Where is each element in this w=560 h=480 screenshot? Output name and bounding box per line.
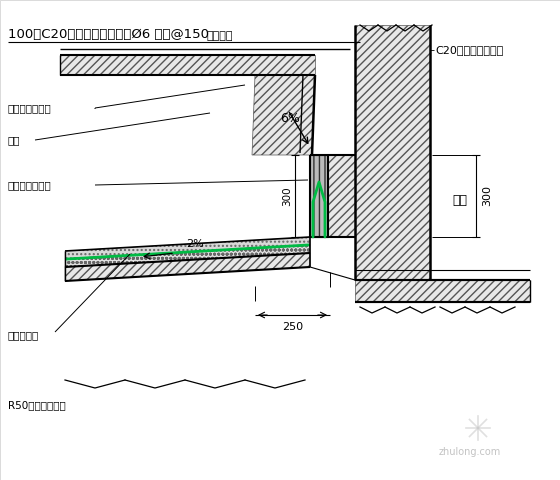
- Text: R50水泥砂浆圆角: R50水泥砂浆圆角: [8, 400, 66, 410]
- Text: 防水砂浆: 防水砂浆: [207, 31, 234, 41]
- Polygon shape: [65, 245, 310, 267]
- Text: 建筑密封胶封口: 建筑密封胶封口: [8, 103, 52, 113]
- Text: 6%: 6%: [280, 111, 300, 124]
- Polygon shape: [355, 280, 530, 302]
- Polygon shape: [328, 155, 355, 237]
- Text: 250: 250: [282, 322, 303, 332]
- Text: 300: 300: [482, 185, 492, 206]
- Polygon shape: [60, 55, 315, 75]
- Text: 滴水: 滴水: [8, 135, 21, 145]
- Text: 室内: 室内: [452, 193, 468, 206]
- Polygon shape: [65, 253, 310, 281]
- Text: 100厚C20现浇钢筋混凝土板Ø6 双向@150: 100厚C20现浇钢筋混凝土板Ø6 双向@150: [8, 28, 209, 41]
- Bar: [310, 155, 328, 237]
- Text: C20现浇钢筋混凝土: C20现浇钢筋混凝土: [435, 45, 503, 55]
- Polygon shape: [65, 237, 310, 259]
- Text: 300: 300: [282, 186, 292, 206]
- Text: zhulong.com: zhulong.com: [439, 447, 501, 457]
- Text: 2%: 2%: [186, 239, 204, 249]
- Text: 防水附加层: 防水附加层: [8, 330, 39, 340]
- Text: 建筑密封胶嵌缝: 建筑密封胶嵌缝: [8, 180, 52, 190]
- Polygon shape: [355, 25, 430, 280]
- Polygon shape: [252, 75, 315, 155]
